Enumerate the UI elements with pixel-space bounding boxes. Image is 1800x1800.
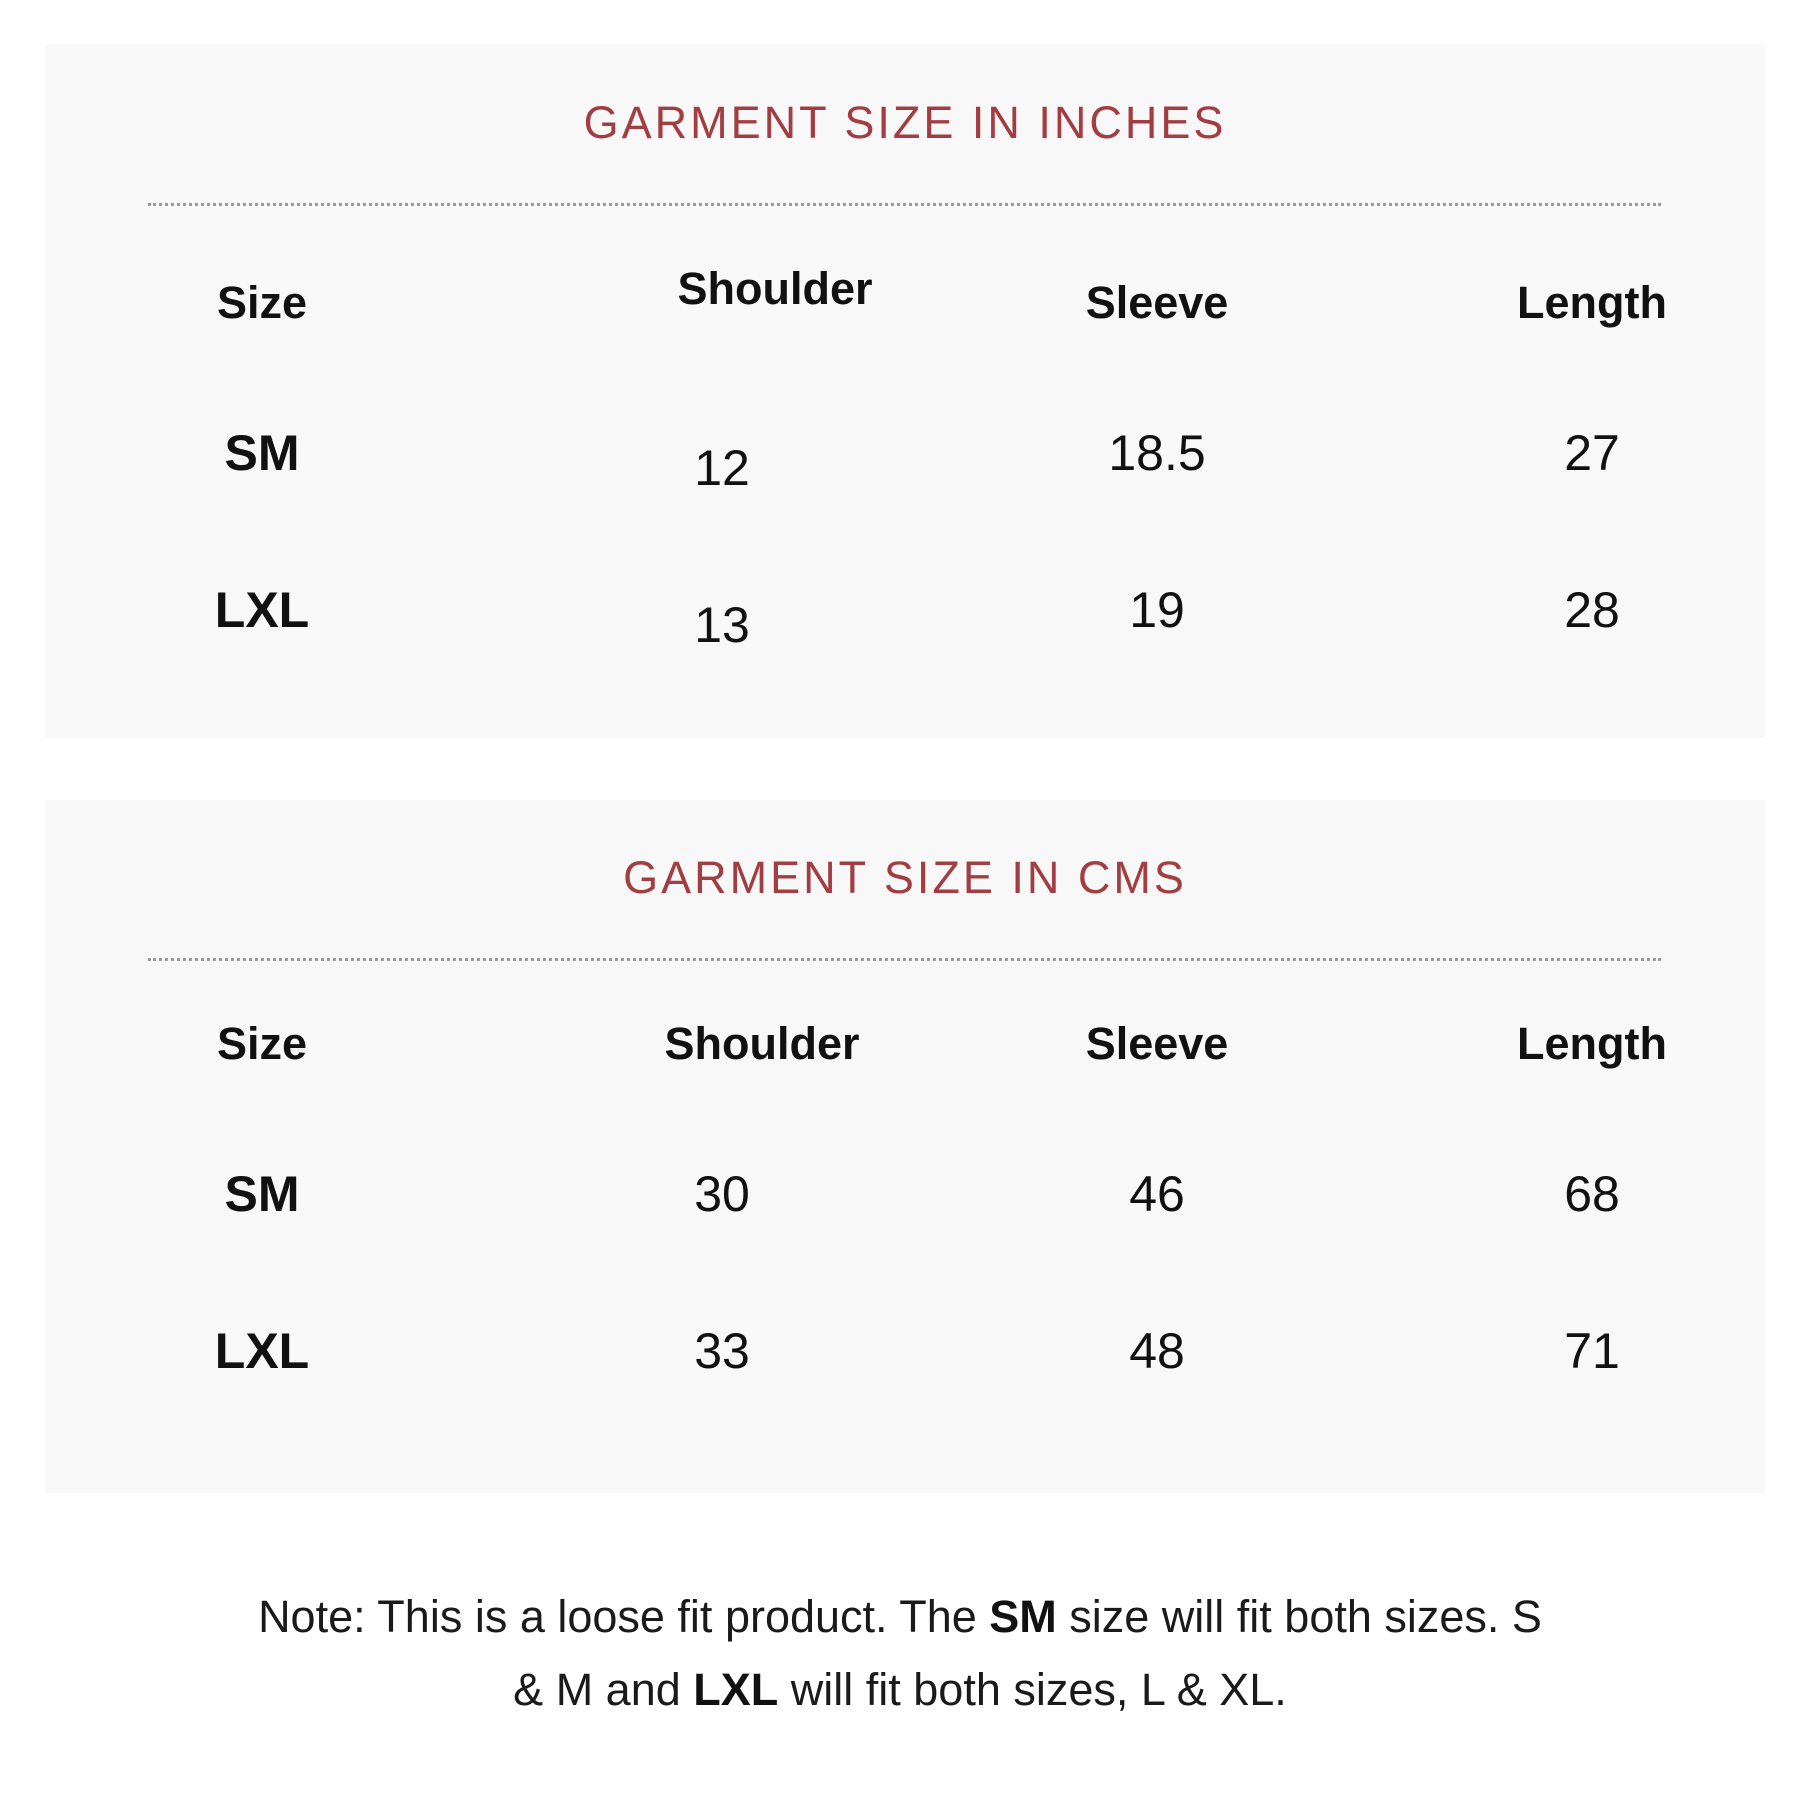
column-header-length: Length	[1517, 277, 1667, 328]
table-title: GARMENT SIZE IN CMS	[623, 852, 1187, 903]
table-title: GARMENT SIZE IN INCHES	[583, 97, 1227, 148]
cell-shoulder: 13	[694, 597, 750, 653]
column-header-sleeve: Sleeve	[1085, 1018, 1229, 1069]
note-text: Note: This is a loose fit product. The	[258, 1591, 990, 1642]
cell-sleeve: 19	[1129, 582, 1185, 638]
note-size-sm: SM	[989, 1591, 1057, 1642]
cell-length: 27	[1564, 425, 1620, 481]
column-header-sleeve: Sleeve	[1085, 277, 1229, 328]
cell-length: 68	[1564, 1166, 1620, 1222]
note-text: size will fit both sizes. S & M and	[513, 1591, 1542, 1715]
cell-shoulder: 30	[694, 1166, 750, 1222]
cell-sleeve: 48	[1129, 1323, 1185, 1379]
column-header-shoulder: Shoulder	[677, 263, 873, 314]
row-size-label: LXL	[214, 582, 310, 638]
dotted-divider	[148, 203, 1661, 206]
cell-shoulder: 12	[694, 440, 750, 496]
row-size-label: LXL	[214, 1323, 310, 1379]
cell-length: 71	[1564, 1323, 1620, 1379]
note-size-lxl: LXL	[693, 1664, 779, 1715]
column-header-shoulder: Shoulder	[664, 1018, 860, 1069]
note-text: will fit both sizes, L & XL.	[778, 1664, 1287, 1715]
column-header-length: Length	[1517, 1018, 1667, 1069]
cell-length: 28	[1564, 582, 1620, 638]
column-header-size: Size	[216, 277, 308, 328]
row-size-label: SM	[224, 1166, 300, 1222]
size-table-inches: GARMENT SIZE IN INCHES Size Shoulder Sle…	[45, 45, 1765, 738]
fit-note: Note: This is a loose fit product. The S…	[250, 1580, 1550, 1726]
cell-sleeve: 46	[1129, 1166, 1185, 1222]
column-header-size: Size	[216, 1018, 308, 1069]
dotted-divider	[148, 958, 1661, 961]
cell-sleeve: 18.5	[1108, 425, 1206, 481]
row-size-label: SM	[224, 425, 300, 481]
cell-shoulder: 33	[694, 1323, 750, 1379]
size-table-cms: GARMENT SIZE IN CMS Size Shoulder Sleeve…	[45, 800, 1765, 1493]
